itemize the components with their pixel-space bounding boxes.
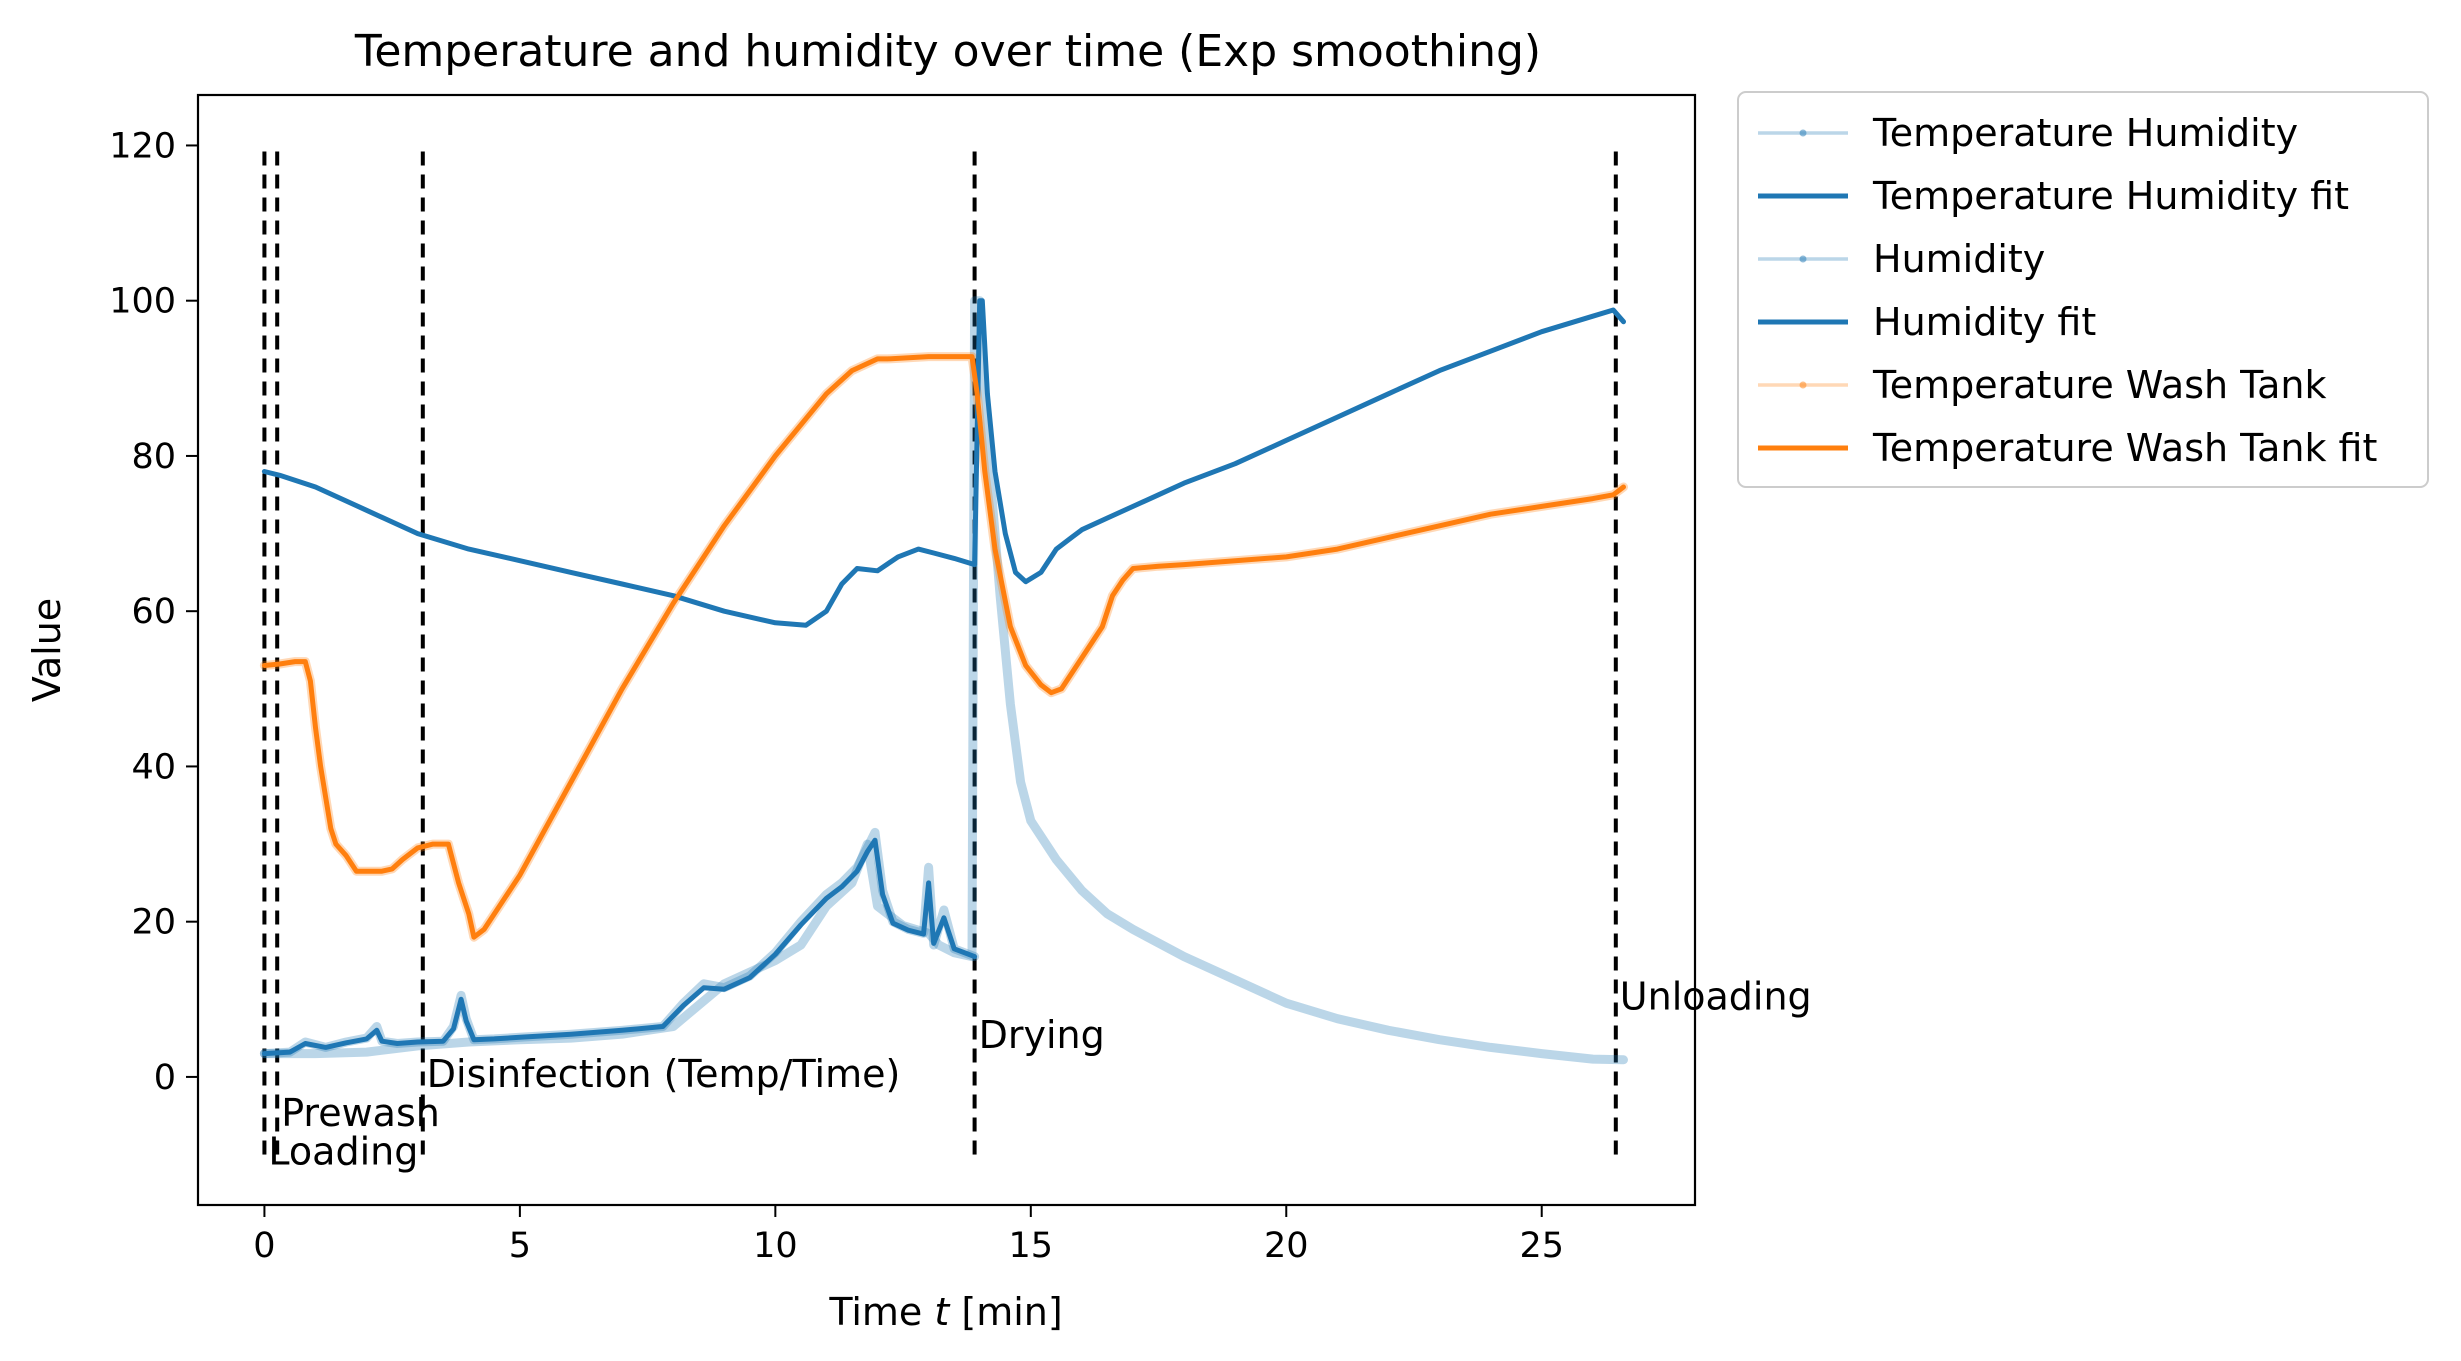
legend-entry: Temperature Humidity [1872,111,2298,155]
y-axis-label: Value [25,598,69,702]
y-tick-label: 20 [131,903,176,943]
x-axis-label-prefix: Time [828,1290,934,1334]
phase-label: Disinfection (Temp/Time) [427,1052,900,1096]
legend-entry: Temperature Humidity fit [1872,174,2349,218]
y-tick-label: 80 [131,437,176,477]
x-tick-label: 20 [1264,1226,1309,1266]
plot-frame [196,93,1697,1207]
y-tick-label: 0 [154,1058,176,1098]
x-axis: 0 5 10 15 20 25 [253,1205,1564,1266]
series-line [261,354,1626,940]
legend-marker [1799,255,1807,263]
y-tick-label: 60 [131,592,176,632]
phase-label: Drying [979,1013,1105,1057]
phase-label: Loading [268,1130,418,1174]
legend: Temperature Humidity Temperature Humidity… [1737,91,2429,488]
series-layer [259,296,1628,1065]
series-line [261,298,1626,628]
legend-marker [1799,381,1807,389]
legend-marker [1799,129,1807,137]
chart-title: Temperature and humidity over time (Exp … [354,26,1541,77]
y-axis: 0 20 40 60 80 100 120 [109,126,198,1098]
legend-box [1737,91,2429,488]
x-tick-label: 5 [509,1226,531,1266]
y-tick-label: 100 [109,282,176,322]
phase-label: Unloading [1620,974,1812,1018]
legend-items: Temperature Humidity Temperature Humidity… [1758,111,2377,470]
series-line [261,837,978,1057]
y-tick-label: 120 [109,126,176,166]
legend-entry: Humidity fit [1873,300,2096,344]
legend-entry: Temperature Wash Tank fit [1872,426,2377,470]
x-axis-label: Time t [min] [828,1290,1062,1334]
x-tick-label: 10 [753,1226,798,1266]
x-axis-label-suffix: [min] [949,1290,1062,1334]
x-axis-label-variable: t [934,1290,951,1334]
x-tick-label: 15 [1009,1226,1054,1266]
legend-entry: Humidity [1873,237,2045,281]
x-tick-label: 0 [253,1226,275,1266]
x-tick-label: 25 [1519,1226,1564,1266]
y-tick-label: 40 [131,747,176,787]
phase-label: Prewash [281,1091,440,1135]
legend-entry: Temperature Wash Tank [1872,363,2326,407]
